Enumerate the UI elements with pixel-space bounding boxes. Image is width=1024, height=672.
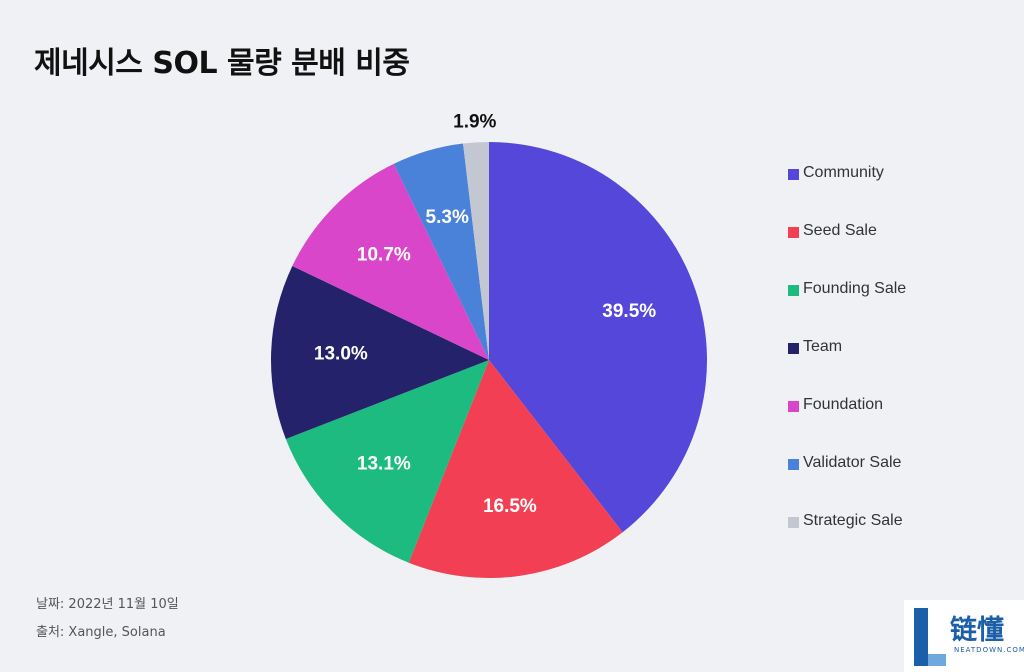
legend-swatch	[788, 401, 799, 412]
legend-swatch	[788, 459, 799, 470]
legend-item-founding-sale: Founding Sale	[788, 280, 906, 338]
pie-slice-foundation	[292, 163, 489, 360]
legend-label: Founding Sale	[803, 280, 907, 297]
pie-slice-validator-sale	[393, 143, 489, 360]
legend-label: Seed Sale	[803, 222, 877, 239]
legend-label: Community	[803, 164, 884, 181]
logo-mark-icon	[914, 608, 946, 666]
legend-swatch	[788, 343, 799, 354]
slice-label-team: 13.0%	[314, 343, 368, 364]
brand-logo: 链懂 NEATDOWN.COM	[904, 600, 1024, 672]
legend-item-validator-sale: Validator Sale	[788, 454, 906, 512]
slice-label-strategic-sale: 1.9%	[453, 111, 496, 132]
slice-label-foundation: 10.7%	[357, 245, 411, 266]
legend-item-strategic-sale: Strategic Sale	[788, 512, 906, 570]
source-note: 출처: Xangle, Solana	[36, 625, 166, 640]
logo-text: 链懂	[950, 615, 1004, 646]
slice-label-seed-sale: 16.5%	[483, 496, 537, 517]
logo-subtext: NEATDOWN.COM	[954, 646, 1024, 654]
legend-swatch	[788, 285, 799, 296]
legend-swatch	[788, 517, 799, 528]
date-note: 날짜: 2022년 11월 10일	[36, 597, 179, 612]
pie-slice-founding-sale	[285, 360, 489, 563]
legend-item-community: Community	[788, 164, 906, 222]
legend-swatch	[788, 169, 799, 180]
legend-item-seed-sale: Seed Sale	[788, 222, 906, 280]
pie-slice-strategic-sale	[463, 142, 489, 360]
slice-label-validator-sale: 5.3%	[426, 207, 469, 228]
slice-label-community: 39.5%	[602, 301, 656, 322]
pie-slice-seed-sale	[408, 360, 623, 578]
legend-item-foundation: Foundation	[788, 396, 906, 454]
legend-label: Foundation	[803, 396, 884, 413]
legend-label: Team	[803, 338, 843, 355]
chart-legend: Community Seed Sale Founding Sale Team Found…	[788, 164, 906, 570]
legend-label: Strategic Sale	[803, 512, 903, 529]
legend-label: Validator Sale	[803, 454, 902, 471]
slice-label-founding-sale: 13.1%	[357, 454, 411, 475]
legend-item-team: Team	[788, 338, 906, 396]
pie-slice-community	[489, 142, 707, 533]
legend-swatch	[788, 227, 799, 238]
pie-slice-team	[271, 265, 489, 439]
chart-title: 제네시스 SOL 물량 분배 비중	[34, 46, 410, 81]
